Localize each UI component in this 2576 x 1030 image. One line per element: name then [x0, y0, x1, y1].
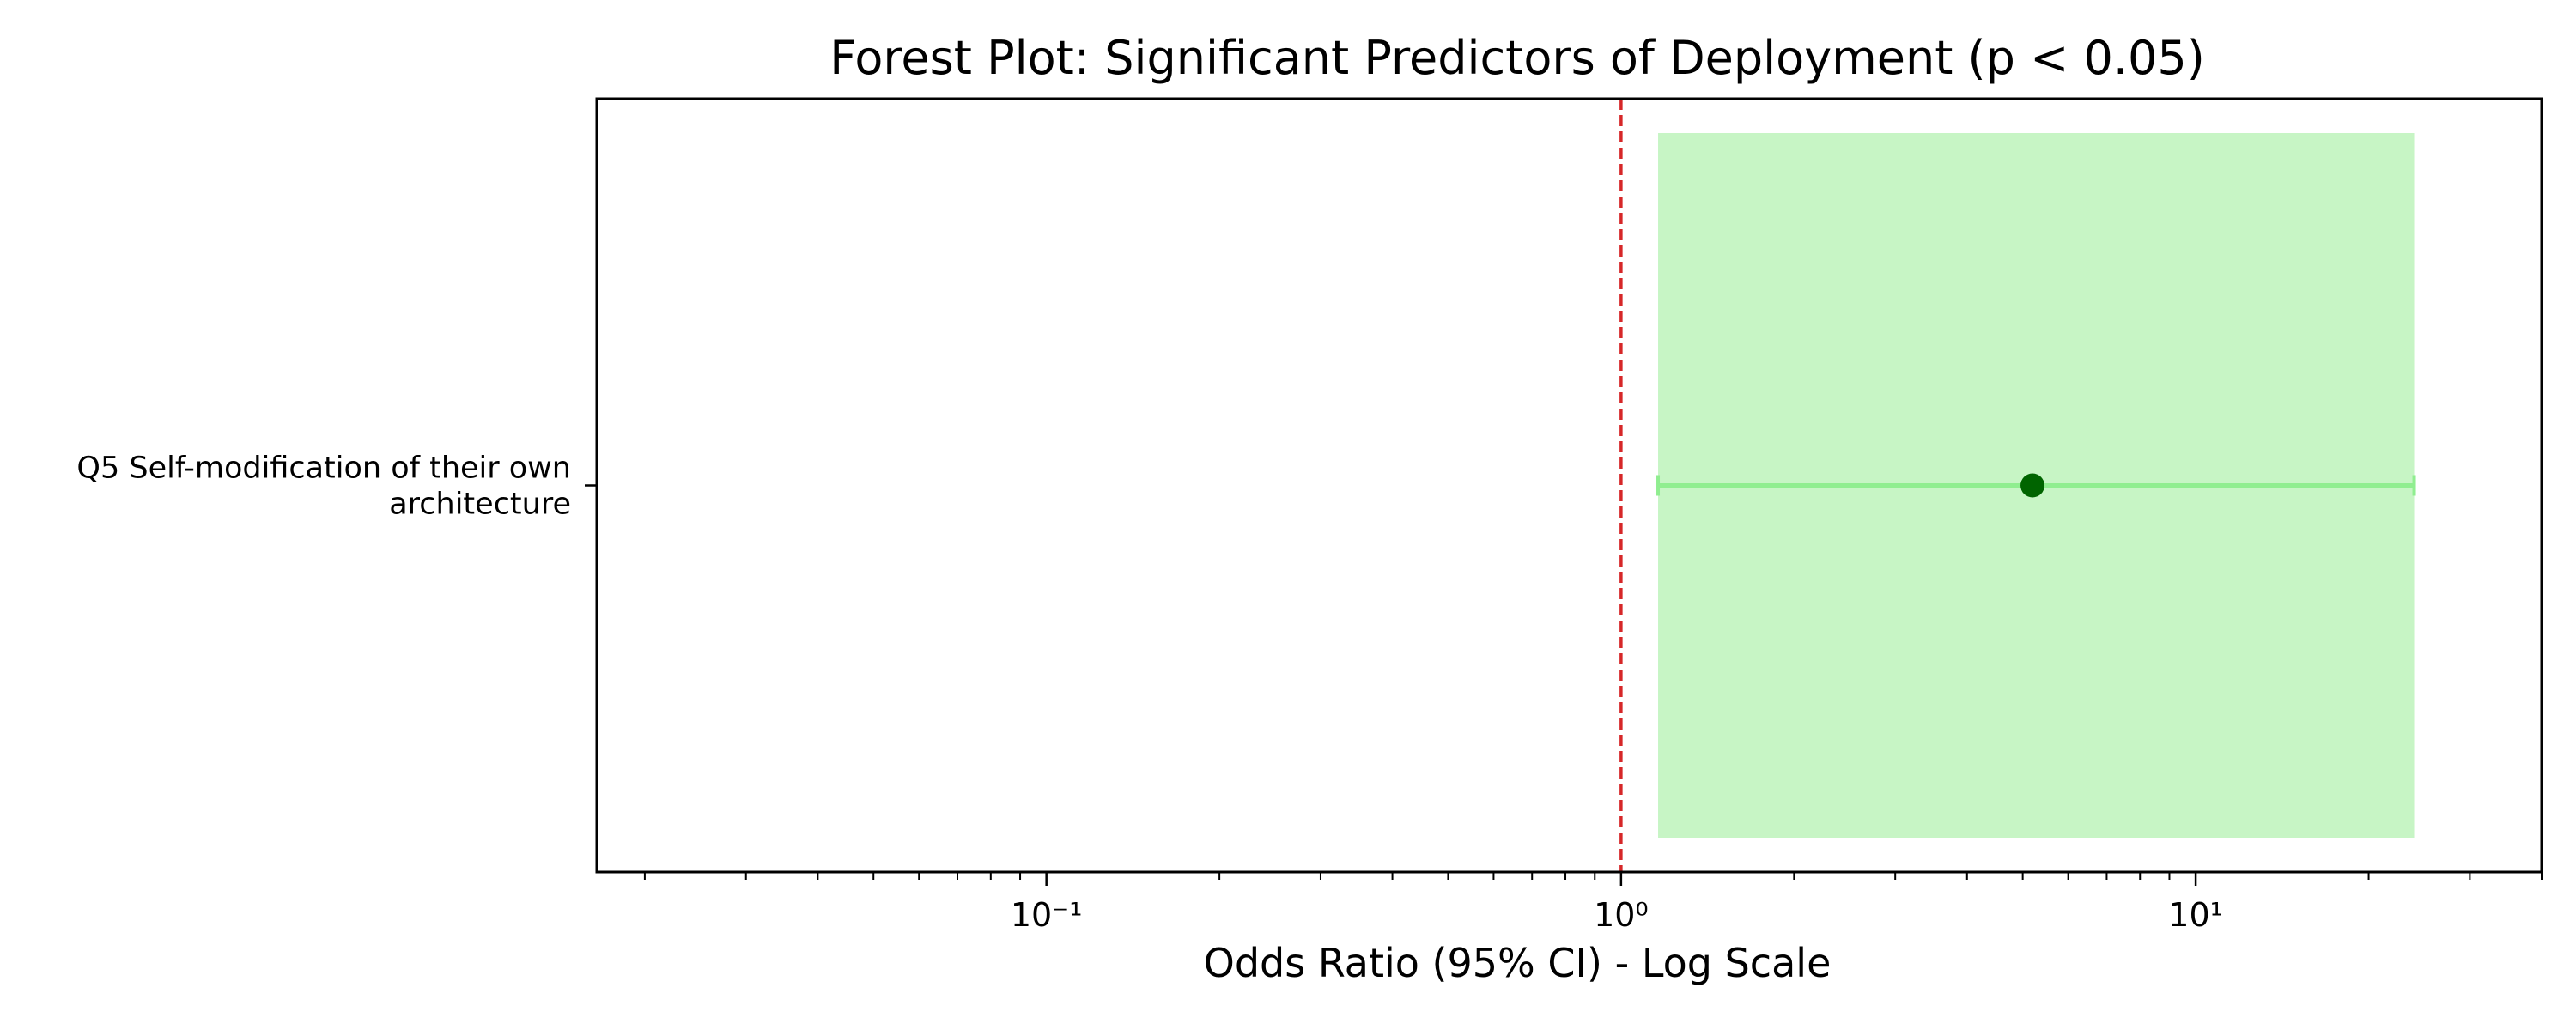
x-tick-label: 10⁰ [1594, 896, 1649, 934]
x-tick-label: 10⁻¹ [1011, 896, 1083, 934]
x-axis-label: Odds Ratio (95% CI) - Log Scale [1204, 940, 1832, 986]
chart-title: Forest Plot: Significant Predictors of D… [829, 31, 2205, 85]
y-tick-label-line: architecture [389, 488, 571, 522]
y-tick-label-line: Q5 Self-modification of their own [76, 451, 571, 486]
plot-frame [595, 97, 2543, 874]
plot-area: Q5 Self-modification of their own archite… [76, 97, 2543, 934]
y-tick-label: Q5 Self-modification of their own archite… [76, 451, 571, 522]
x-tick-label: 10¹ [2168, 896, 2223, 934]
odds-ratio-point [2020, 473, 2045, 498]
